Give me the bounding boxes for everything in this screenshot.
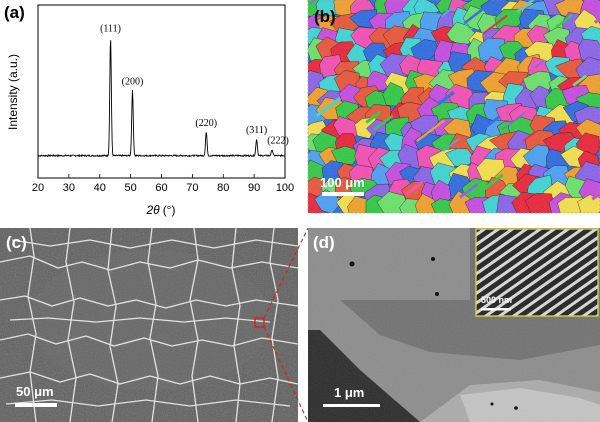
chart-frame [37, 4, 286, 179]
x-tick-label: 100 [276, 182, 294, 194]
peak-label: (111) [100, 24, 121, 35]
x-tick-label: 30 [63, 182, 75, 194]
sem-scale-bar [15, 403, 57, 407]
panel-b-label: (b) [314, 7, 336, 26]
ebsd-scale-label: 100 μm [320, 175, 365, 190]
xrd-chart: (a) Intensity (a.u.) 20 30 40 50 60 70 80 90 100… [4, 3, 294, 217]
zoom-connector-bottom [263, 326, 309, 422]
ebsd-scale-bar [322, 192, 364, 196]
xrd-pattern-line [37, 40, 285, 158]
zoom-region-marker [254, 317, 265, 328]
x-axis-unit: (°) [163, 203, 176, 217]
peak-label: (220) [195, 118, 217, 129]
x-axis-ticks [37, 174, 286, 178]
panel-a-label: (a) [4, 3, 25, 22]
x-tick-label: 20 [32, 182, 44, 194]
hm-scale-label: 1 μm [334, 385, 364, 400]
zoom-connector-top [263, 227, 309, 319]
grain-boundaries [0, 228, 298, 422]
inset-border [475, 228, 599, 317]
sem-overview [0, 228, 298, 422]
inset-scale-label: 500 nm [481, 295, 512, 305]
x-tick-label: 90 [248, 182, 260, 194]
x-tick-label: 60 [155, 182, 167, 194]
y-axis-title: Intensity (a.u.) [6, 54, 20, 130]
panel-c-label: (c) [6, 233, 27, 252]
x-axis-symbol: 2θ [146, 203, 161, 217]
x-tick-label: 50 [125, 182, 137, 194]
x-axis-title: 2θ (°) [146, 203, 176, 217]
sem-high-mag [308, 228, 600, 422]
x-tick-label: 40 [94, 182, 106, 194]
x-axis-tick-labels: 20 30 40 50 60 70 80 90 100 [32, 182, 294, 194]
hm-scale-bar [323, 404, 380, 407]
x-tick-label: 80 [217, 182, 229, 194]
ebsd-map [308, 0, 600, 213]
peak-label: (200) [122, 77, 144, 88]
inset-scale-bar [481, 308, 511, 311]
peak-label: (311) [246, 125, 267, 136]
sem-scale-label: 50 μm [16, 384, 54, 399]
lamella-inset: 500 nm [475, 228, 599, 317]
x-tick-label: 70 [186, 182, 198, 194]
panel-d-label: (d) [313, 233, 335, 252]
peak-labels: (111) (200) (220) (311)(222) [100, 24, 289, 147]
peak-label: (222) [267, 136, 289, 147]
